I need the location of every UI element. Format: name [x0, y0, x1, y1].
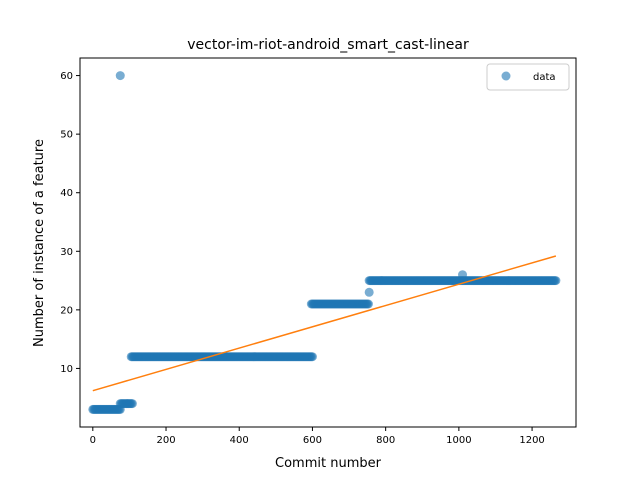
fit-line [92, 255, 557, 392]
y-tick-label: 40 [60, 188, 73, 199]
x-tick-label: 400 [230, 435, 249, 446]
y-tick-label: 50 [60, 130, 73, 141]
y-axis-ticks: 10 20 30 40 50 60 [60, 71, 80, 375]
data-series [88, 276, 561, 414]
chart-title: vector-im-riot-android_smart_cast-linear [187, 37, 469, 53]
legend-label-data: data [533, 72, 556, 83]
data-point-seg1 [127, 399, 137, 409]
x-tick-label: 600 [303, 435, 322, 446]
plot-frame [79, 57, 577, 428]
outlier-points [115, 71, 468, 297]
data-point-seg4 [551, 276, 561, 286]
x-tick-label: 0 [90, 435, 96, 446]
x-tick-label: 1000 [446, 435, 471, 446]
y-tick-label: 30 [60, 247, 73, 258]
outlier-point-2 [458, 270, 468, 280]
x-tick-label: 800 [376, 435, 395, 446]
y-axis-label: Number of instance of a feature [32, 139, 47, 347]
y-tick-label: 10 [60, 364, 73, 375]
y-tick-label: 60 [60, 71, 73, 82]
legend-marker [501, 71, 511, 81]
x-tick-label: 200 [156, 435, 175, 446]
data-point-seg3 [363, 299, 373, 309]
outlier-point-1 [364, 287, 374, 297]
x-axis-label: Commit number [275, 456, 382, 471]
x-axis-ticks: 0 200 400 600 800 1000 1200 [90, 427, 545, 446]
legend: data [486, 63, 570, 91]
legend-box [486, 63, 570, 91]
outlier-point-0 [115, 71, 125, 81]
y-tick-label: 20 [60, 305, 73, 316]
x-tick-label: 1200 [519, 435, 544, 446]
data-point-seg2 [307, 352, 317, 362]
plot-area [88, 71, 561, 414]
